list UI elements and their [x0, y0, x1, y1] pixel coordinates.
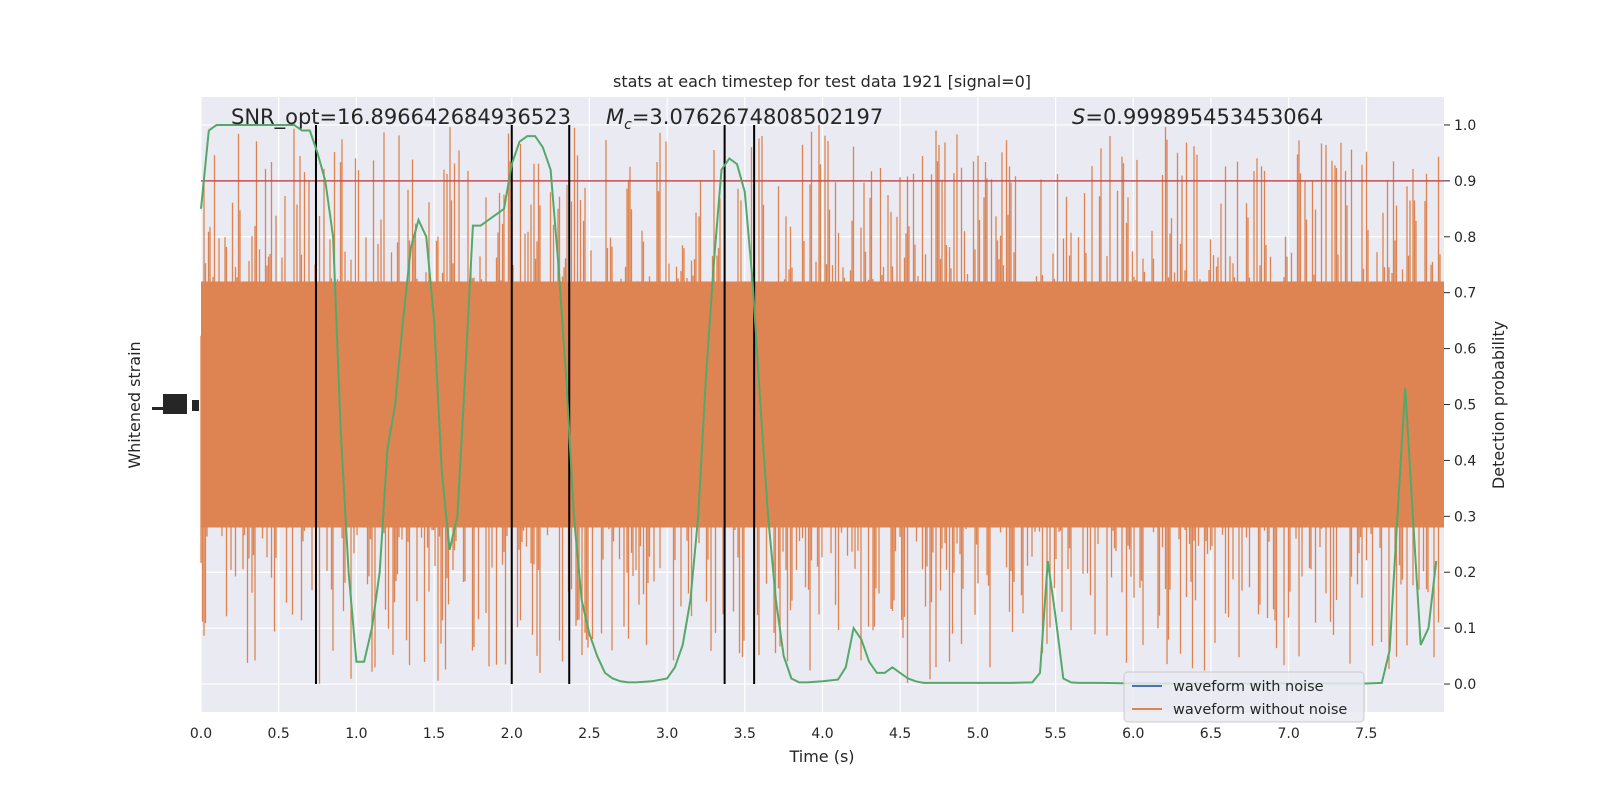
x-tick-label-11: 5.5 — [1044, 726, 1066, 742]
y-tick-label-10: 1.0 — [1454, 118, 1476, 134]
chart-title: stats at each timestep for test data 192… — [613, 72, 1031, 91]
x-tick-label-15: 7.5 — [1355, 726, 1377, 742]
x-tick-labels: 0.0 0.5 1.0 1.5 2.0 2.5 3.0 3.5 4.0 4.5 5.0 5.5 6.0 6… — [190, 726, 1378, 742]
strain-waveform-without-noise — [200, 125, 1444, 684]
score-annotation: S=0.999895453453064 — [1072, 105, 1323, 129]
y-tick-label-4: 0.4 — [1454, 453, 1476, 469]
chirp-mass-annotation: Mc=3.0762674808502197 — [606, 105, 883, 133]
x-tick-label-3: 1.5 — [423, 726, 445, 742]
legend-label-with-noise: waveform with noise — [1173, 679, 1324, 695]
x-tick-label-13: 6.5 — [1200, 726, 1222, 742]
y-tick-label-2: 0.2 — [1454, 565, 1476, 581]
x-axis-label: Time (s) — [788, 747, 854, 766]
y-tick-label-8: 0.8 — [1454, 230, 1476, 246]
legend: waveform with noise waveform without noi… — [1123, 671, 1365, 723]
x-tick-label-1: 0.5 — [268, 726, 290, 742]
y-tick-label-0: 0.0 — [1454, 677, 1476, 693]
x-tick-label-10: 5.0 — [967, 726, 989, 742]
x-tick-label-2: 1.0 — [345, 726, 367, 742]
y-tick-label-7: 0.7 — [1454, 286, 1476, 302]
x-tick-label-6: 3.0 — [656, 726, 678, 742]
x-tick-label-5: 2.5 — [578, 726, 600, 742]
detection-probability-line — [200, 124, 1438, 685]
y-tick-label-1: 0.1 — [1454, 621, 1476, 637]
x-tick-label-9: 4.5 — [889, 726, 911, 742]
series-line-0 — [200, 124, 1438, 685]
y-tick-labels-right: 0.0 0.1 0.2 0.3 0.4 0.5 0.6 0.7 0.8 0.9 1.0 — [1444, 118, 1476, 693]
x-tick-label-12: 6.0 — [1122, 726, 1144, 742]
legend-label-without-noise: waveform without noise — [1173, 702, 1347, 718]
y-axis-label-left: Whitened strain — [125, 341, 144, 468]
y-tick-label-9: 0.9 — [1454, 174, 1476, 190]
x-tick-label-7: 3.5 — [734, 726, 756, 742]
snr-annotation: SNR_opt=16.896642684936523 — [231, 105, 571, 130]
y-tick-label-3: 0.3 — [1454, 509, 1476, 525]
x-tick-label-4: 2.0 — [501, 726, 523, 742]
x-tick-label-14: 7.0 — [1277, 726, 1299, 742]
detection-lines — [314, 124, 756, 685]
y-tick-label-6: 0.6 — [1454, 342, 1476, 358]
y-axis-label-right: Detection probability — [1489, 321, 1508, 489]
x-tick-label-8: 4.0 — [811, 726, 833, 742]
y-tick-label-5: 0.5 — [1454, 398, 1476, 414]
x-tick-label-0: 0.0 — [190, 726, 212, 742]
left-axis-tick-cluster — [152, 394, 199, 414]
